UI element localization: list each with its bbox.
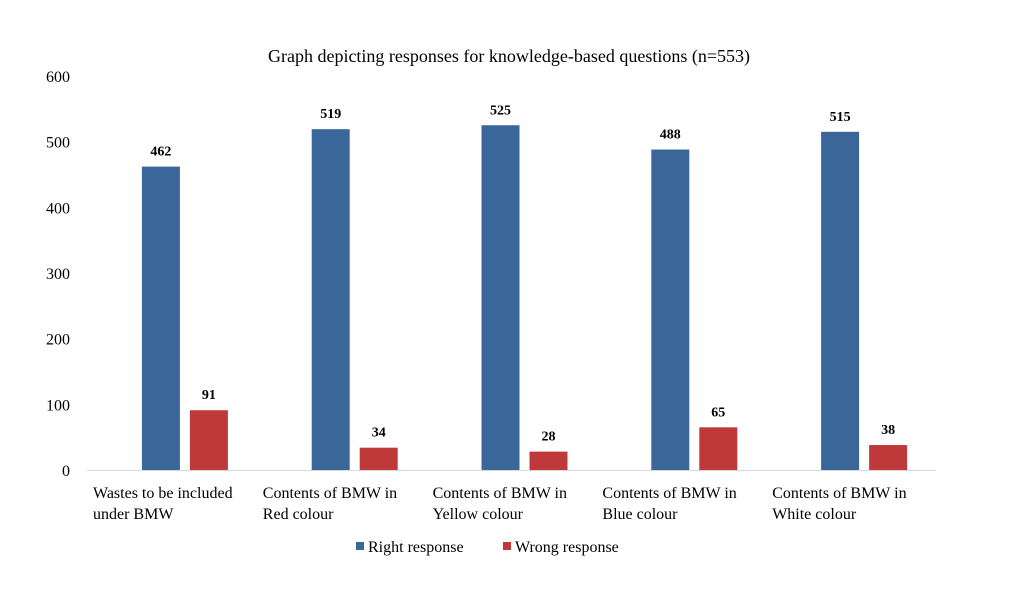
legend-label: Right response <box>368 539 464 556</box>
x-tick-label: under BMW <box>93 506 174 523</box>
legend-label: Wrong response <box>515 539 619 556</box>
bar-wrong-response <box>869 445 908 470</box>
y-tick-label: 600 <box>46 69 70 86</box>
bar-right-response <box>481 125 520 470</box>
x-tick-label: White colour <box>772 506 857 523</box>
x-tick-label: Contents of BMW in <box>263 485 397 502</box>
x-tick-label: Contents of BMW in <box>772 485 906 502</box>
legend: Right response Wrong response <box>356 539 619 556</box>
bar-right-response <box>651 149 690 470</box>
data-label: 65 <box>711 405 725 420</box>
bar-wrong-response <box>529 451 568 470</box>
y-tick-label: 500 <box>46 135 70 152</box>
data-label: 519 <box>320 107 341 122</box>
bar-right-response <box>141 166 180 470</box>
legend-swatch-wrong <box>503 542 511 550</box>
x-tick-label: Contents of BMW in <box>602 485 736 502</box>
x-tick-label: Contents of BMW in <box>433 485 567 502</box>
x-axis: Wastes to be included under BMW Contents o… <box>87 470 936 523</box>
data-label: 34 <box>372 426 386 441</box>
bar-wrong-response <box>189 410 228 470</box>
y-axis: 0 100 200 300 400 500 600 <box>46 69 70 480</box>
bar-right-response <box>311 129 350 470</box>
data-label: 525 <box>490 103 511 118</box>
bar-wrong-response <box>359 447 398 470</box>
y-tick-label: 0 <box>62 463 70 480</box>
data-label: 462 <box>150 145 171 160</box>
x-tick-label: Yellow colour <box>433 506 524 523</box>
y-tick-label: 100 <box>46 397 70 414</box>
bar-wrong-response <box>699 427 738 470</box>
data-label: 515 <box>830 110 851 125</box>
data-label: 488 <box>660 128 681 143</box>
data-label: 91 <box>202 388 216 403</box>
chart-title: Graph depicting responses for knowledge-… <box>268 46 750 67</box>
data-label: 28 <box>542 430 556 445</box>
x-tick-label: Blue colour <box>602 506 678 523</box>
legend-swatch-right <box>356 542 364 550</box>
x-tick-label: Red colour <box>263 506 334 523</box>
data-label: 38 <box>881 423 895 438</box>
x-tick-label: Wastes to be included <box>93 485 233 502</box>
y-tick-label: 400 <box>46 200 70 217</box>
bar-right-response <box>821 131 860 471</box>
y-tick-label: 200 <box>46 332 70 349</box>
plot-area: 462 519 525 488 515 91 34 28 65 38 <box>141 103 908 471</box>
y-tick-label: 300 <box>46 266 70 283</box>
